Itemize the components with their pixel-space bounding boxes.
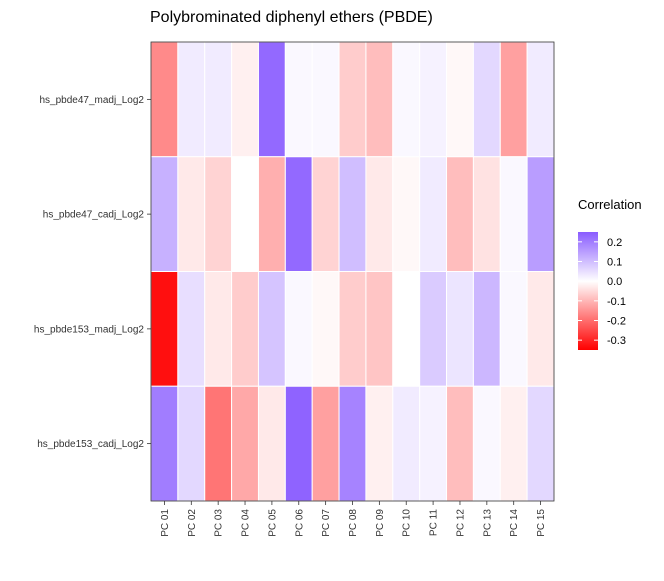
x-tick-label: PC 03 (214, 509, 225, 537)
heatmap-cell (365, 385, 394, 502)
heatmap-cell (499, 385, 528, 502)
heatmap-cell (472, 271, 501, 387)
heatmap-cell (419, 41, 448, 158)
heatmap-cell (150, 41, 179, 158)
heatmap-cell (311, 41, 340, 158)
heatmap-cell (446, 156, 474, 272)
heatmap-cell (231, 271, 259, 387)
x-tick-label: PC 11 (429, 509, 440, 536)
heatmap-cell (177, 271, 206, 387)
heatmap-cell (526, 385, 555, 502)
heatmap-cell (338, 41, 367, 158)
x-tick-label: PC 04 (241, 509, 252, 537)
heatmap-cell (311, 385, 340, 502)
heatmap-cell (177, 41, 206, 158)
legend-tick-label: -0.1 (607, 296, 626, 308)
heatmap-cell (284, 41, 313, 158)
legend: Correlation 0.2 0.1 0.0 -0.1 -0.2 -0.3 (578, 197, 642, 350)
heatmap-cell (392, 271, 421, 387)
legend-tick-label: -0.3 (607, 335, 626, 347)
heatmap-cell (526, 156, 555, 272)
x-tick-label: PC 06 (294, 509, 305, 537)
heatmap-cell (257, 385, 286, 502)
heatmap-cell (284, 271, 313, 387)
heatmap-cell (177, 156, 206, 272)
legend-colorbar (578, 232, 598, 350)
heatmap-cell (472, 156, 501, 272)
heatmap-cell (392, 156, 421, 272)
heatmap-cell (365, 271, 394, 387)
heatmap-cell (150, 271, 179, 387)
x-tick-label: PC 02 (187, 509, 198, 537)
heatmap-cells (150, 41, 555, 502)
heatmap-cell (446, 41, 474, 158)
heatmap-cell (499, 271, 528, 387)
x-tick-label: PC 01 (160, 509, 171, 537)
heatmap-cell (338, 271, 367, 387)
heatmap-cell (311, 156, 340, 272)
heatmap-cell (204, 41, 233, 158)
legend-tick-label: 0.0 (607, 276, 622, 288)
heatmap-cell (365, 41, 394, 158)
heatmap-cell (150, 156, 179, 272)
heatmap-cell (284, 385, 313, 502)
x-tick-label: PC 12 (455, 509, 466, 537)
legend-tick-label: 0.1 (607, 257, 622, 269)
y-tick-label: hs_pbde153_madj_Log2 (34, 324, 145, 335)
heatmap-cell (231, 385, 259, 502)
x-tick-label: PC 10 (402, 509, 413, 537)
heatmap-cell (419, 385, 448, 502)
heatmap-cell (204, 385, 233, 502)
y-tick-label: hs_pbde47_cadj_Log2 (43, 210, 145, 221)
heatmap-cell (284, 156, 313, 272)
heatmap-cell (231, 156, 259, 272)
x-tick-label: PC 14 (509, 509, 520, 537)
heatmap-cell (204, 156, 233, 272)
heatmap-cell (526, 41, 555, 158)
x-tick-label: PC 09 (375, 509, 386, 537)
x-tick-label: PC 07 (321, 509, 332, 537)
x-tick-label: PC 15 (536, 509, 547, 537)
legend-title: Correlation (578, 197, 642, 212)
heatmap-cell (392, 385, 421, 502)
heatmap-cell (231, 41, 259, 158)
heatmap-cell (499, 41, 528, 158)
x-tick-label: PC 05 (267, 509, 278, 537)
heatmap-cell (257, 41, 286, 158)
heatmap-cell (365, 156, 394, 272)
heatmap-cell (204, 271, 233, 387)
heatmap-cell (446, 385, 474, 502)
heatmap-cell (419, 156, 448, 272)
heatmap-cell (446, 271, 474, 387)
heatmap-cell (311, 271, 340, 387)
y-tick-label: hs_pbde153_cadj_Log2 (37, 439, 144, 450)
heatmap-cell (150, 385, 179, 502)
heatmap-cell (526, 271, 555, 387)
heatmap-cell (499, 156, 528, 272)
chart-title: Polybrominated diphenyl ethers (PBDE) (150, 9, 433, 26)
heatmap-cell (392, 41, 421, 158)
legend-ticks: 0.2 0.1 0.0 -0.1 -0.2 -0.3 (578, 237, 626, 347)
legend-tick-label: 0.2 (607, 237, 622, 249)
heatmap-cell (338, 156, 367, 272)
x-tick-label: PC 08 (348, 509, 359, 537)
heatmap-cell (177, 385, 206, 502)
heatmap-cell (257, 156, 286, 272)
y-axis: hs_pbde47_madj_Log2 hs_pbde47_cadj_Log2hs… (34, 95, 151, 450)
heatmap-cell (419, 271, 448, 387)
x-tick-label: PC 13 (482, 509, 493, 537)
heatmap-cell (472, 385, 501, 502)
y-tick-label: hs_pbde47_madj_Log2 (39, 95, 144, 106)
heatmap-cell (472, 41, 501, 158)
x-axis: PC 01 PC 02 PC 03 PC 04 PC 05 PC 06 PC 07 PC 08… (160, 501, 547, 537)
heatmap-cell (338, 385, 367, 502)
heatmap-cell (257, 271, 286, 387)
legend-tick-label: -0.2 (607, 316, 626, 328)
